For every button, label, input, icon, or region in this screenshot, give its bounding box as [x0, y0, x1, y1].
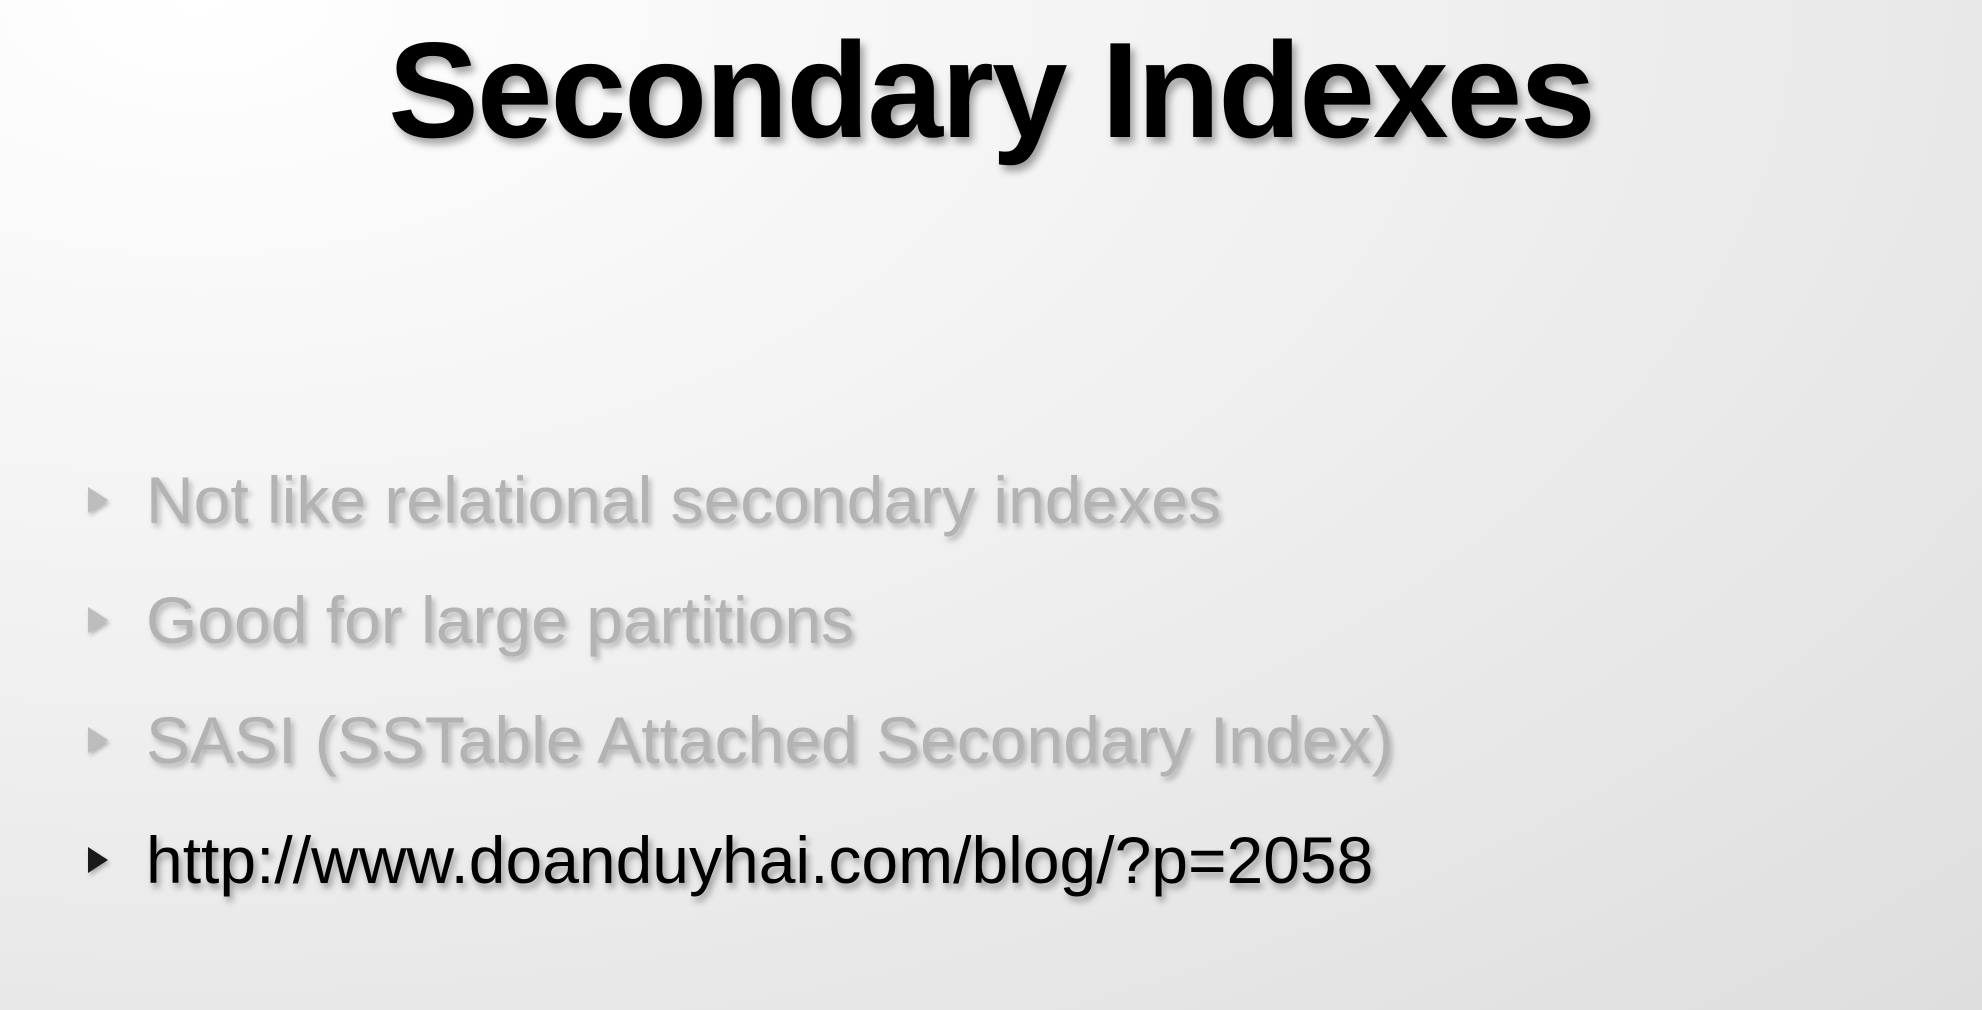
bullet-item-not-like-relational: Not like relational secondary indexes: [88, 440, 1393, 560]
blog-link[interactable]: http://www.doanduyhai.com/blog/?p=2058: [146, 823, 1374, 897]
bullet-item-sasi: SASI (SSTable Attached Secondary Index): [88, 680, 1393, 800]
triangle-right-icon: [88, 607, 108, 633]
bullet-text: Good for large partitions: [146, 583, 855, 657]
bullet-item-large-partitions: Good for large partitions: [88, 560, 1393, 680]
bullet-text: Not like relational secondary indexes: [146, 463, 1221, 537]
bullet-list: Not like relational secondary indexes Go…: [88, 440, 1393, 920]
triangle-right-icon: [88, 487, 108, 513]
slide-title: Secondary Indexes: [388, 14, 1596, 166]
triangle-right-icon: [88, 727, 108, 753]
bullet-text: SASI (SSTable Attached Secondary Index): [146, 703, 1394, 777]
bullet-item-blog-link[interactable]: http://www.doanduyhai.com/blog/?p=2058: [88, 800, 1393, 920]
triangle-right-icon: [88, 847, 108, 873]
